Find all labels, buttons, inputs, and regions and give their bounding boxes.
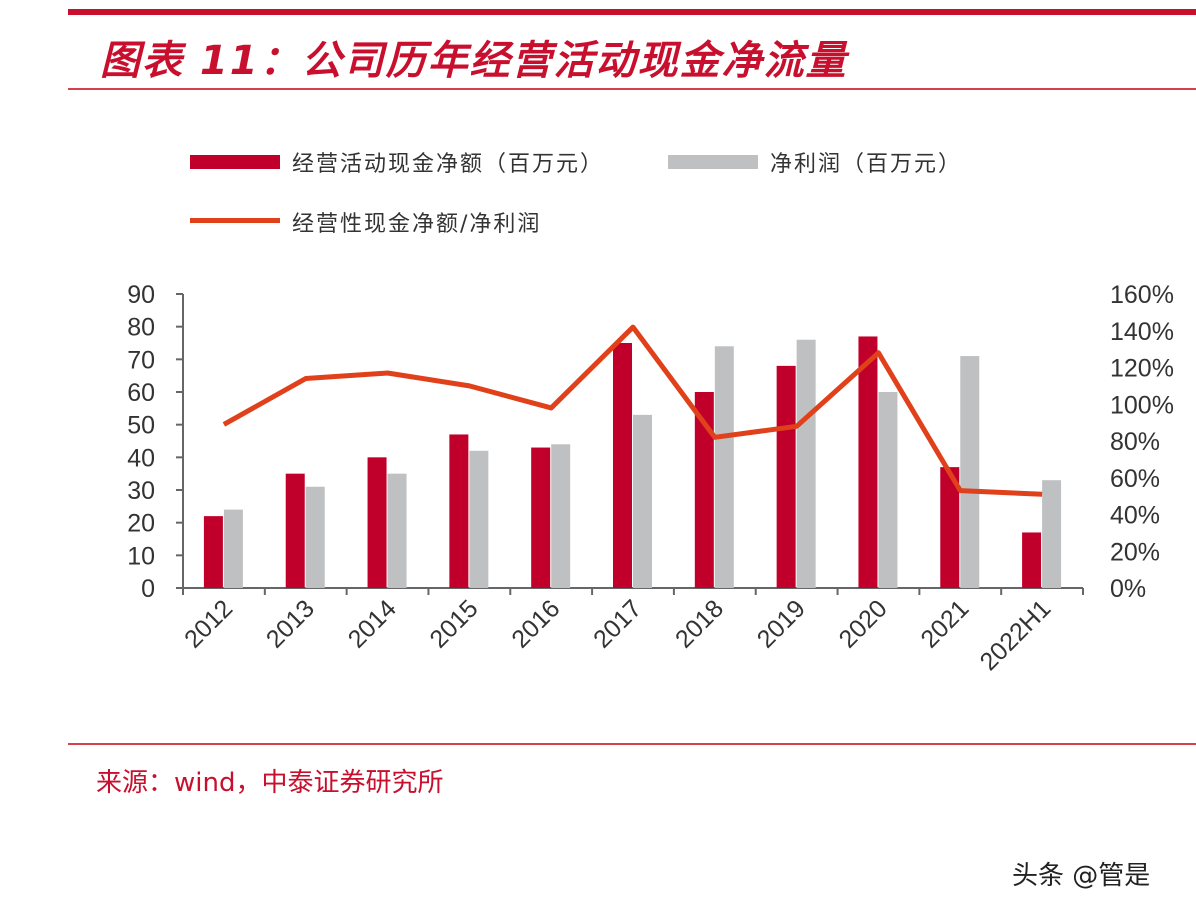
source-note: 来源：wind，中泰证券研究所	[96, 768, 444, 798]
y-tick-label: 0	[141, 575, 155, 603]
bar-net-profit	[551, 444, 571, 588]
y-tick-label: 10	[127, 542, 155, 570]
bar-operating-cash	[940, 467, 960, 588]
bar-net-profit	[305, 486, 325, 588]
bar-operating-cash	[1022, 532, 1042, 588]
top-bar	[68, 9, 1196, 15]
watermark: 头条 @管是	[1012, 861, 1151, 891]
bar-net-profit	[878, 392, 898, 588]
y2-tick-label: 60%	[1110, 465, 1160, 493]
bar-net-profit	[387, 473, 407, 588]
y2-tick-label: 20%	[1110, 538, 1160, 566]
bar-net-profit	[960, 356, 980, 588]
title-divider	[68, 88, 1196, 90]
x-tick-label: 2018	[670, 594, 729, 653]
y2-tick-label: 140%	[1110, 318, 1174, 346]
bar-operating-cash	[531, 447, 551, 588]
y-tick-label: 90	[127, 281, 155, 309]
legend-swatch-bar2	[668, 155, 758, 169]
chart-title: 图表 11：公司历年经营活动现金净流量	[100, 38, 848, 84]
legend-label-line: 经营性现金净额/净利润	[292, 212, 542, 237]
bar-net-profit	[223, 509, 243, 588]
x-tick-label: 2022H1	[975, 594, 1057, 676]
legend-label-bar1: 经营活动现金净额（百万元）	[292, 152, 605, 177]
legend-label-bar2: 净利润（百万元）	[770, 152, 963, 177]
x-tick-label: 2021	[915, 594, 974, 653]
x-tick-label: 2015	[424, 594, 483, 653]
bar-net-profit	[1042, 480, 1062, 588]
bar-operating-cash	[613, 343, 632, 588]
bar-operating-cash	[694, 392, 714, 588]
y-tick-label: 80	[127, 314, 155, 342]
x-tick-label: 2012	[179, 594, 238, 653]
y-tick-label: 30	[127, 477, 155, 505]
legend-swatch-bar1	[190, 155, 280, 169]
y-tick-label: 60	[127, 379, 155, 407]
bar-net-profit	[469, 450, 489, 588]
y2-tick-label: 160%	[1110, 281, 1174, 309]
bar-net-profit	[633, 414, 652, 588]
bar-operating-cash	[367, 457, 387, 588]
bar-net-profit	[714, 346, 734, 588]
legend-swatch-line	[190, 218, 280, 223]
bar-operating-cash	[203, 516, 223, 588]
source-divider	[68, 743, 1196, 745]
bar-operating-cash	[285, 473, 305, 588]
x-tick-label: 2013	[261, 594, 320, 653]
x-tick-label: 2014	[343, 594, 402, 653]
y2-tick-label: 40%	[1110, 502, 1160, 530]
bar-net-profit	[796, 339, 816, 588]
x-tick-label: 2016	[506, 594, 565, 653]
x-tick-label: 2020	[834, 594, 893, 653]
y-tick-label: 70	[127, 346, 155, 374]
y2-tick-label: 120%	[1110, 355, 1174, 383]
y-tick-label: 50	[127, 412, 155, 440]
y-tick-label: 40	[127, 444, 155, 472]
y2-tick-label: 0%	[1110, 575, 1146, 603]
y2-tick-label: 100%	[1110, 391, 1174, 419]
x-tick-label: 2017	[588, 594, 647, 653]
bar-operating-cash	[449, 434, 469, 588]
bar-operating-cash	[776, 365, 796, 588]
y-tick-label: 20	[127, 510, 155, 538]
x-tick-label: 2019	[752, 594, 811, 653]
y2-tick-label: 80%	[1110, 428, 1160, 456]
bar-operating-cash	[858, 336, 878, 588]
